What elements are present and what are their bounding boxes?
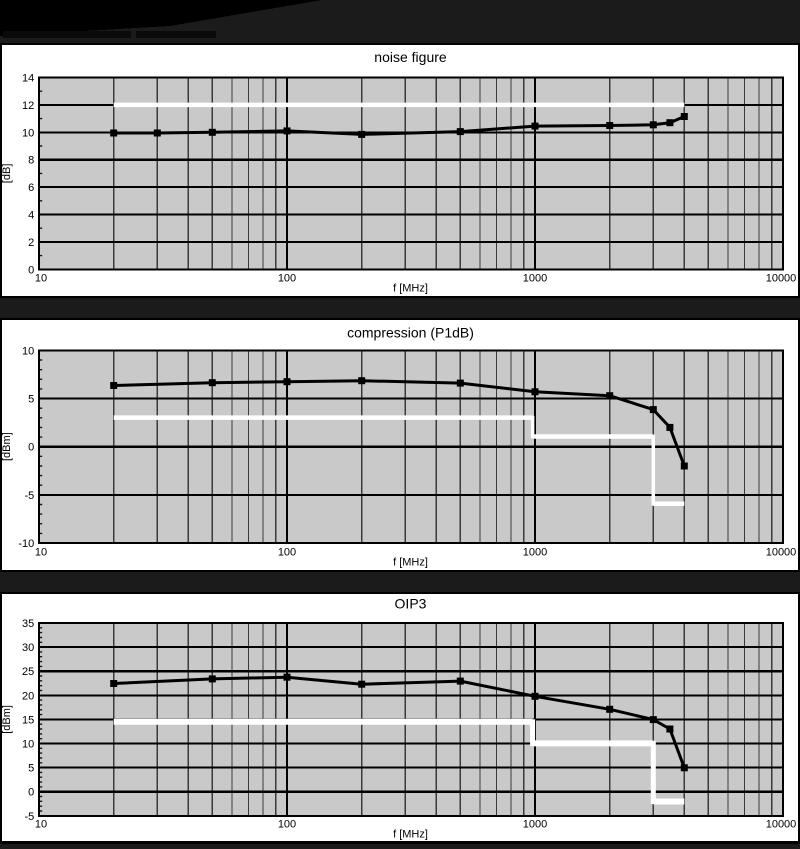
svg-text:12: 12 (22, 100, 34, 112)
svg-text:10000: 10000 (766, 547, 797, 559)
svg-text:1000: 1000 (523, 273, 547, 285)
svg-text:8: 8 (28, 155, 34, 167)
svg-text:1000: 1000 (523, 819, 547, 831)
svg-text:100: 100 (278, 819, 296, 831)
svg-text:1000: 1000 (523, 547, 547, 559)
svg-text:20: 20 (22, 690, 34, 702)
svg-text:10: 10 (22, 739, 34, 751)
svg-text:2: 2 (28, 237, 34, 249)
svg-text:30: 30 (22, 642, 34, 654)
svg-text:[dBm]: [dBm] (1, 705, 13, 734)
svg-text:f [MHz]: f [MHz] (393, 283, 428, 295)
svg-text:100: 100 (278, 547, 296, 559)
svg-text:[dB]: [dB] (1, 164, 13, 184)
svg-text:-5: -5 (25, 490, 35, 502)
svg-text:14: 14 (22, 73, 34, 85)
svg-text:10: 10 (35, 819, 47, 831)
svg-text:0: 0 (28, 264, 34, 276)
svg-text:noise figure: noise figure (374, 49, 447, 65)
svg-text:10000: 10000 (766, 819, 797, 831)
svg-text:6: 6 (28, 182, 34, 194)
svg-text:5: 5 (28, 394, 34, 406)
svg-text:-10: -10 (18, 538, 34, 550)
svg-text:10: 10 (22, 345, 34, 357)
svg-text:10: 10 (35, 547, 47, 559)
svg-text:25: 25 (22, 666, 34, 678)
svg-text:100: 100 (278, 273, 296, 285)
svg-text:10000: 10000 (766, 273, 797, 285)
svg-text:OIP3: OIP3 (395, 596, 427, 612)
svg-text:35: 35 (22, 618, 34, 630)
svg-text:f [MHz]: f [MHz] (393, 557, 428, 569)
svg-text:0: 0 (28, 442, 34, 454)
svg-text:compression (P1dB): compression (P1dB) (347, 325, 474, 341)
svg-text:10: 10 (35, 273, 47, 285)
svg-text:[dBm]: [dBm] (1, 432, 13, 461)
svg-text:f [MHz]: f [MHz] (393, 829, 428, 841)
svg-text:-5: -5 (25, 811, 35, 823)
svg-text:4: 4 (28, 210, 34, 222)
svg-text:10: 10 (22, 127, 34, 139)
svg-text:5: 5 (28, 763, 34, 775)
svg-text:15: 15 (22, 714, 34, 726)
svg-text:0: 0 (28, 787, 34, 799)
